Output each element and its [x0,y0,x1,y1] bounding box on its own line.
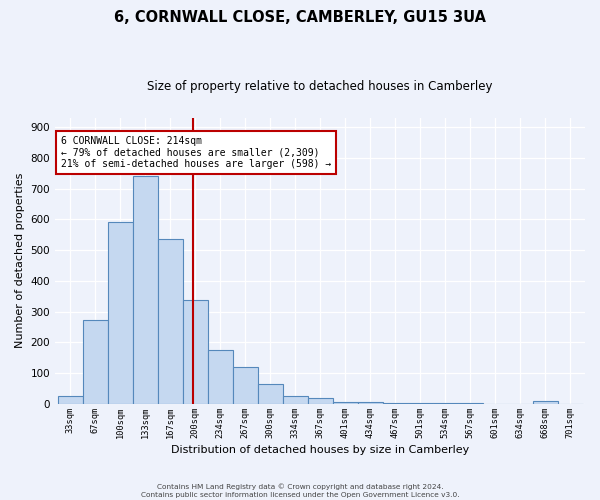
Title: Size of property relative to detached houses in Camberley: Size of property relative to detached ho… [147,80,493,93]
Bar [182,300,208,404]
X-axis label: Distribution of detached houses by size in Camberley: Distribution of detached houses by size … [171,445,469,455]
Bar [308,398,332,404]
Bar [332,402,358,404]
Bar [58,396,83,404]
Bar [283,396,308,404]
Text: 6 CORNWALL CLOSE: 214sqm
← 79% of detached houses are smaller (2,309)
21% of sem: 6 CORNWALL CLOSE: 214sqm ← 79% of detach… [61,136,332,170]
Bar [233,367,257,404]
Text: Contains HM Land Registry data © Crown copyright and database right 2024.
Contai: Contains HM Land Registry data © Crown c… [140,484,460,498]
Bar [158,240,182,404]
Bar [133,176,158,404]
Text: 6, CORNWALL CLOSE, CAMBERLEY, GU15 3UA: 6, CORNWALL CLOSE, CAMBERLEY, GU15 3UA [114,10,486,25]
Bar [383,403,407,404]
Bar [257,384,283,404]
Bar [83,320,107,404]
Bar [533,402,557,404]
Bar [107,222,133,404]
Bar [407,403,433,404]
Bar [358,402,383,404]
Y-axis label: Number of detached properties: Number of detached properties [15,173,25,348]
Bar [208,350,233,404]
